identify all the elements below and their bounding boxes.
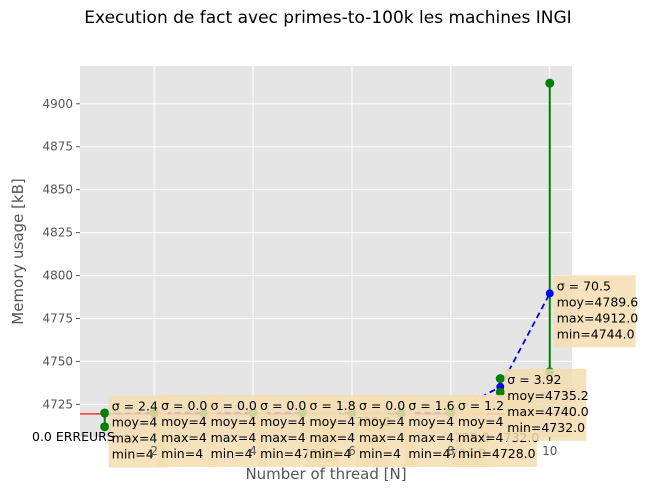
y-tick-label: 4750 [42, 354, 73, 368]
min-point [495, 387, 505, 397]
annotation-line: moy=4 [211, 414, 257, 429]
y-tick-label: 4775 [42, 311, 73, 325]
annotation-line: max=4740.0 [507, 404, 588, 419]
annotation-line: moy=4 [458, 414, 504, 429]
max-point [545, 78, 555, 88]
annotation-line: min=4 [161, 446, 203, 461]
annotation-line: min=4 [112, 447, 154, 462]
annotation-line: max=4 [161, 430, 207, 445]
annotation-line: σ = 1.2 [458, 398, 504, 413]
x-tick-label: 8 [447, 444, 455, 458]
annotation-line: σ = 1.6 [408, 398, 454, 413]
y-tick-label: 4825 [42, 226, 73, 240]
y-tick-label: 4800 [42, 269, 73, 283]
y-axis-label: Memory usage [kB] [9, 178, 27, 324]
annotation-line: max=4 [211, 430, 257, 445]
y-tick-label: 4725 [42, 397, 73, 411]
annotation-line: min=4728.0 [458, 446, 536, 461]
annotation-background [553, 275, 636, 348]
x-tick-label: 2 [150, 444, 158, 458]
annotation-line: σ = 1.8 [310, 398, 356, 413]
annotation-background [108, 395, 168, 468]
x-tick-label: 4 [249, 444, 257, 458]
x-axis-label: Number of thread [N] [245, 465, 406, 483]
y-axis: 4725 4750 4775 4800 4825 4850 4875 4900 [42, 97, 80, 411]
annotation-line: max=4 [112, 431, 158, 446]
x-tick-label: 6 [348, 444, 356, 458]
mean-point [545, 289, 554, 298]
max-point [100, 408, 110, 418]
annotation-line: moy=4 [112, 415, 158, 430]
annotation-background [207, 394, 267, 467]
annotation-line: max=4 [310, 430, 356, 445]
annotation-line: moy=4 [161, 414, 207, 429]
annotation-line: min=4744.0 [557, 326, 635, 341]
annotation-line: min=4732.0 [507, 420, 585, 435]
annotation-line: moy=4735.2 [507, 388, 588, 403]
max-point [495, 374, 505, 384]
annotation-line: σ = 0.0 [359, 398, 405, 413]
y-tick-label: 4875 [42, 140, 73, 154]
chart-title: Execution de fact avec primes-to-100k le… [84, 8, 572, 28]
annotation-line: σ = 0.0 [211, 398, 257, 413]
annotation-line: σ = 0.0 [260, 398, 306, 413]
annotation-background [504, 368, 587, 441]
annotation-line: moy=4789.6 [557, 294, 638, 309]
y-tick-label: 4850 [42, 183, 73, 197]
annotation-line: min=4 [211, 446, 253, 461]
x-tick-label: 10 [542, 444, 557, 458]
annotation-line: σ = 70.5 [557, 278, 611, 293]
annotation-line: max=4912.0 [557, 310, 638, 325]
min-point [100, 422, 110, 432]
annotation-line: σ = 0.0 [161, 398, 207, 413]
annotation-line: σ = 3.92 [507, 372, 561, 387]
annotation-background [355, 394, 416, 467]
annotation-line: moy=4 [408, 414, 454, 429]
annotation-line: max=4 [359, 430, 405, 445]
annotation-background [158, 394, 218, 467]
x-axis: 2 4 6 8 10 [150, 437, 557, 458]
annotation-line: min=4 [359, 446, 401, 461]
annotation-line: min=4 [310, 446, 352, 461]
annotation-line: σ = 2.4 [112, 399, 158, 414]
plot-area [80, 66, 572, 437]
annotation-line: moy=4 [260, 414, 306, 429]
error-count-label: 0.0 ERREURS [32, 429, 115, 444]
annotation-line: moy=4 [359, 414, 405, 429]
annotation-line: max=4 [260, 430, 306, 445]
y-tick-label: 4900 [42, 97, 73, 111]
